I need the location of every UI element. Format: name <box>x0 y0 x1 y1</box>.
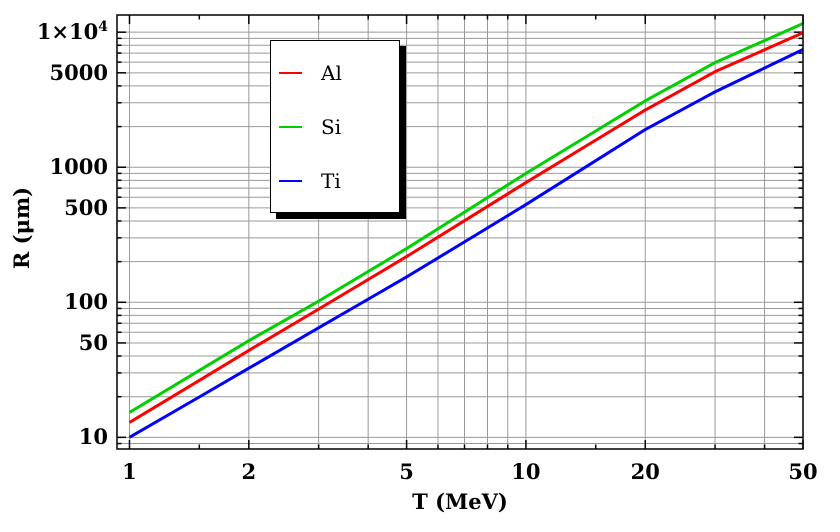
x-axis-title: T (MeV) <box>412 489 508 514</box>
legend-item-ti: Ti <box>271 167 399 195</box>
y-tick-label: 10 <box>78 424 108 450</box>
y-axis-title: R (μm) <box>9 186 34 270</box>
x-tick-label: 5 <box>399 459 414 484</box>
plot-frame <box>116 14 804 450</box>
x-tick-label: 50 <box>788 459 818 484</box>
legend-line-sample-ti <box>279 180 302 182</box>
y-tick-label: 50 <box>78 329 108 355</box>
legend-line-sample-si <box>279 126 302 128</box>
x-tick-label: 2 <box>241 459 257 484</box>
x-tick-label: 10 <box>511 459 541 484</box>
y-tick-label: 1000 <box>49 154 108 180</box>
y-tick-label: 1×104 <box>36 19 108 45</box>
legend-label-si: Si <box>321 115 342 139</box>
series-line-ti <box>128 48 804 439</box>
y-tick-label: 5000 <box>49 59 108 85</box>
series-line-si <box>128 22 804 414</box>
legend-label-ti: Ti <box>321 169 341 193</box>
legend: Al Si Ti <box>270 40 400 213</box>
x-tick-label: 1 <box>122 459 137 484</box>
x-tick-label: 20 <box>630 459 660 484</box>
legend-item-al: Al <box>271 59 399 87</box>
legend-line-sample-al <box>279 72 302 74</box>
legend-label-al: Al <box>321 61 342 85</box>
y-tick-label: 100 <box>64 289 108 315</box>
series-line-al <box>128 31 804 424</box>
y-tick-label: 500 <box>64 194 108 220</box>
legend-item-si: Si <box>271 113 399 141</box>
